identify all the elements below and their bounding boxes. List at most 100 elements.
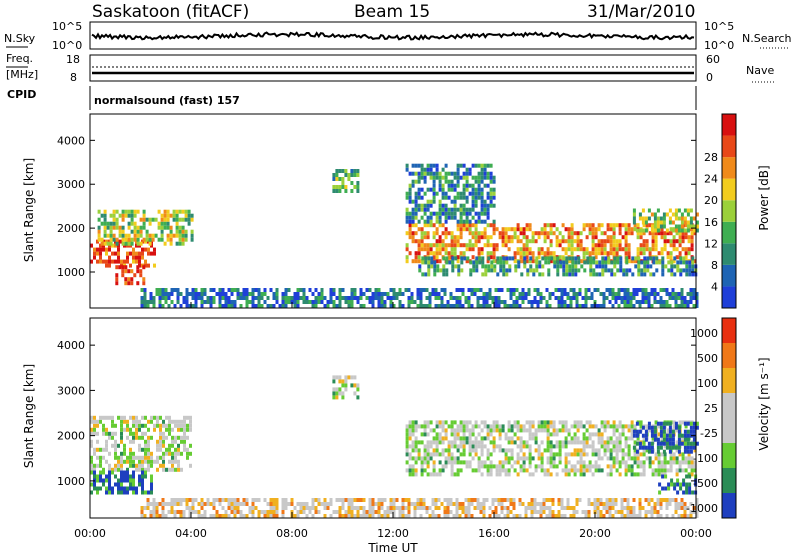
velocity-cell-570 [459, 436, 463, 441]
velocity-cell-451 [420, 456, 424, 461]
velocity-cell-474 [426, 424, 430, 429]
velocity-cell-438 [414, 436, 418, 441]
power-cell-513 [489, 223, 493, 228]
power-cell-1207 [688, 268, 692, 273]
power-cell-1967 [497, 304, 501, 308]
power-cell-2019 [548, 292, 552, 296]
velocity-cell-1276 [653, 437, 657, 442]
velocity-cell-112 [132, 451, 135, 456]
power-cell-580 [525, 247, 529, 252]
power-cell-1001 [490, 260, 494, 265]
power-cell-595 [531, 239, 535, 244]
velocity-cell-343 [132, 490, 135, 495]
velocity-cell-304 [105, 490, 108, 495]
power-cell-621 [546, 231, 550, 236]
power-cell-979 [469, 260, 473, 265]
power-cell-572 [522, 247, 526, 252]
power-cell-1591 [143, 292, 147, 296]
velocity-cell-798 [543, 472, 547, 477]
power-cell-293 [187, 209, 191, 214]
velocity-cell-1283 [656, 437, 660, 442]
power-cell-594 [531, 251, 535, 256]
power-cell-1387 [459, 215, 463, 220]
velocity-cell-497 [435, 436, 439, 441]
velocity-cell-589 [465, 424, 469, 429]
velocity-cell-1872 [593, 502, 597, 506]
power-cell-1924 [458, 304, 462, 308]
velocity-cell-1543 [275, 498, 279, 502]
power-cell-1442 [474, 179, 478, 184]
power-cell-152 [112, 209, 116, 214]
velocity-cell-1525 [263, 498, 267, 502]
velocity-cell-363 [147, 490, 150, 495]
power-colorbar-tick-4: 20 [704, 194, 718, 207]
power-cell-1011 [502, 272, 506, 277]
power-cell-1049 [544, 260, 548, 265]
power-cell-1573 [689, 224, 693, 229]
power-cell-144 [109, 221, 113, 226]
velocity-cell-1136 [660, 472, 664, 477]
power-cell-828 [642, 223, 646, 228]
velocity-cell-223 [168, 423, 171, 428]
velocity-cell-1835 [551, 514, 555, 518]
power-cell-1904 [437, 296, 441, 300]
velocity-cell-1195 [678, 452, 682, 457]
power-cell-1584 [140, 304, 144, 308]
power-cell-770 [615, 243, 619, 248]
power-cell-2009 [536, 288, 540, 292]
velocity-cell-1146 [663, 468, 667, 473]
velocity-cell-233 [171, 435, 174, 440]
velocity-cell-1793 [509, 502, 513, 506]
velocity-cell-1916 [629, 514, 633, 518]
power-cell-1131 [613, 256, 617, 261]
velocity-cell-4 [90, 443, 93, 448]
power-cell-1116 [601, 260, 605, 265]
velocity-cell-940 [591, 452, 595, 457]
velocity-cell-745 [522, 452, 526, 457]
velocity-cell-1531 [269, 506, 273, 510]
power-cell-924 [690, 235, 694, 240]
power-cell-400 [435, 239, 439, 244]
power-cell-1138 [619, 256, 623, 261]
velocity-cell-98 [126, 423, 129, 428]
velocity-cell-757 [528, 464, 532, 469]
power-cell-267 [175, 217, 179, 222]
velocity-cell-48 [108, 451, 111, 456]
power-cell-1607 [158, 288, 162, 292]
velocity-cell-962 [600, 468, 604, 473]
velocity-cell-632 [480, 436, 484, 441]
velocity-cell-1891 [608, 510, 612, 514]
velocity-cell-1426 [170, 498, 174, 502]
velocity-cell-1257 [638, 421, 642, 426]
velocity-cell-1841 [557, 510, 561, 514]
power-cell-272 [178, 233, 182, 238]
power-colorbar-swatch-4 [722, 200, 736, 222]
power-cell-583 [525, 235, 529, 240]
power-cell-1512 [638, 212, 642, 217]
velocity-cell-846 [558, 448, 562, 453]
velocity-cell-294 [96, 486, 99, 491]
velocity-cell-1580 [317, 510, 321, 514]
freq-unit-label: [MHz] [6, 68, 38, 81]
power-cell-1443 [474, 175, 478, 180]
power-cell-1907 [440, 300, 444, 304]
power-cell-1734 [275, 300, 279, 304]
power-cell-1909 [440, 288, 444, 292]
velocity-cell-502 [438, 468, 442, 473]
power-cell-1882 [416, 288, 420, 292]
velocity-cell-1279 [653, 425, 657, 430]
velocity-cell-601 [471, 468, 475, 473]
velocity-cell-959 [597, 436, 601, 441]
velocity-cell-1126 [654, 420, 658, 425]
power-cell-800 [627, 223, 631, 228]
velocity-cell-924 [585, 452, 589, 457]
power-cell-325 [350, 169, 354, 173]
velocity-cell-1527 [266, 510, 270, 514]
power-cell-298 [190, 213, 194, 218]
power-cell-1219 [405, 215, 409, 220]
power-cell-532 [501, 235, 505, 240]
power-cell-2140 [659, 304, 663, 308]
velocity-cell-1431 [176, 510, 180, 514]
power-cell-798 [627, 231, 631, 236]
power-cell-1050 [544, 256, 548, 261]
